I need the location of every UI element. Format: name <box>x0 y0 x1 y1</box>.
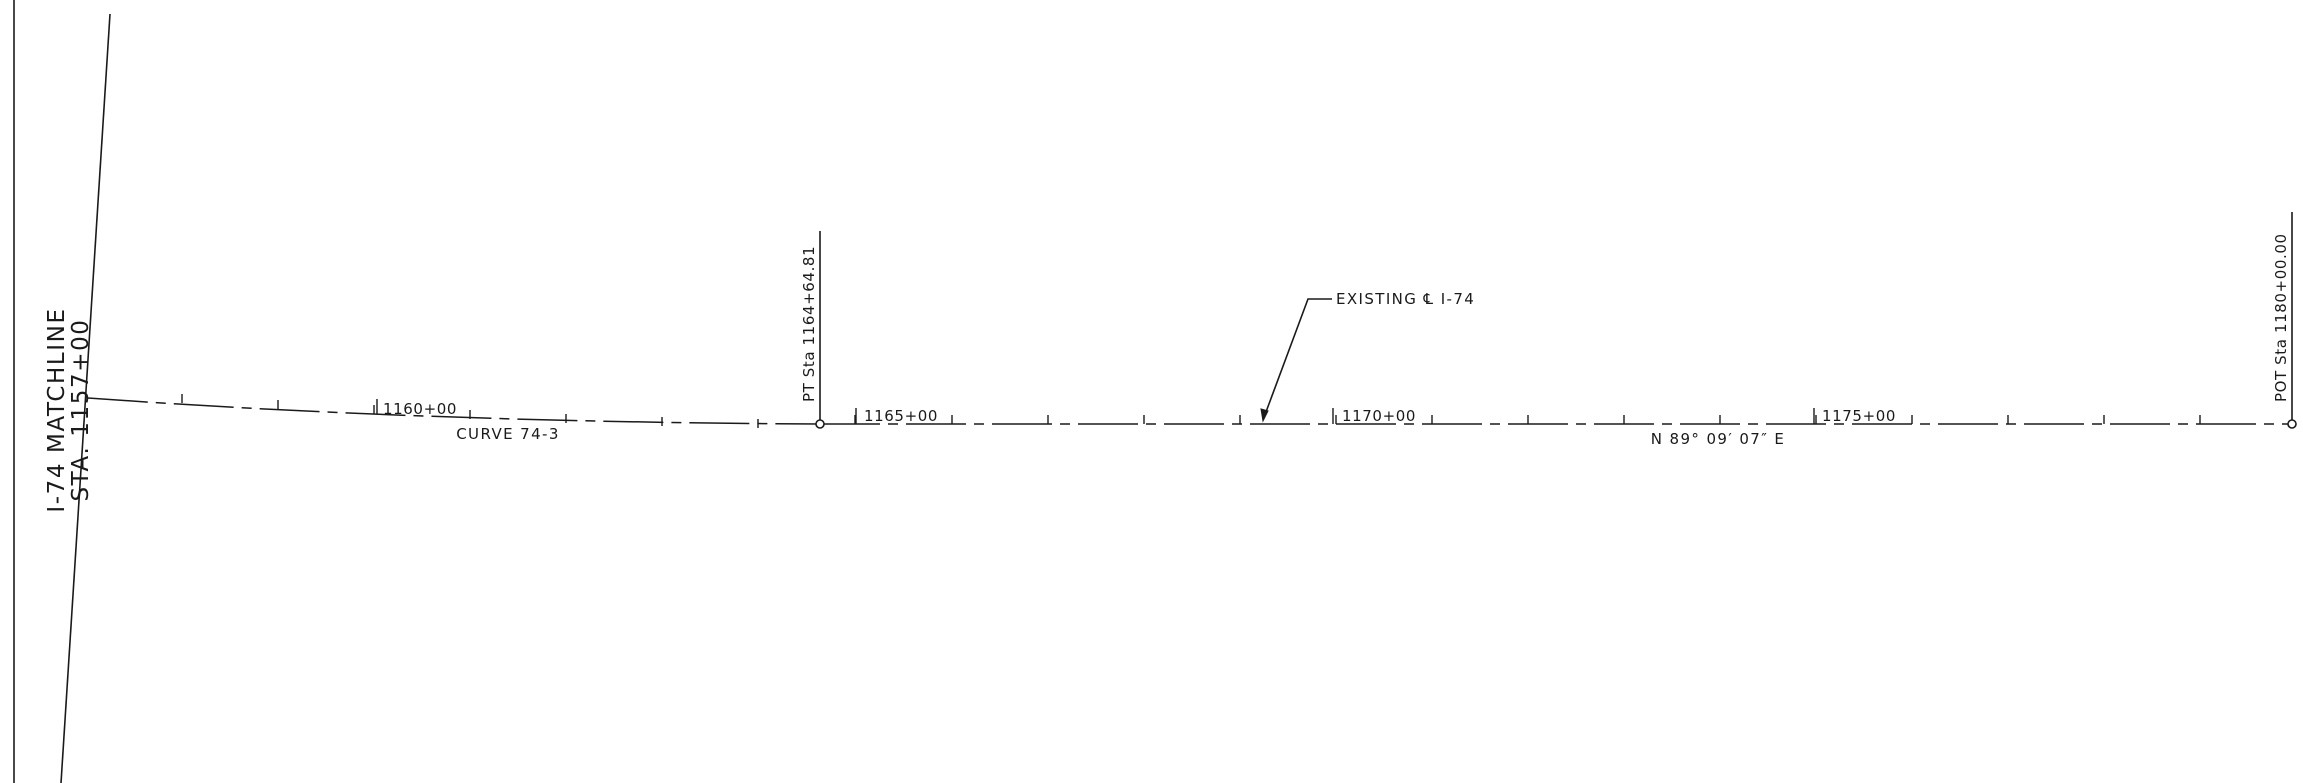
curve-station-ticks <box>181 394 759 428</box>
pt-station-label: PT Sta 1164+64.81 <box>800 246 818 402</box>
matchline-label-line2: STA. 1157+00 <box>68 318 94 501</box>
matchline <box>60 13 111 783</box>
matchline-label: I-74 MATCHLINE STA. 1157+00 <box>44 307 94 512</box>
leader-arrowhead <box>1260 408 1269 423</box>
existing-centerline-leader <box>1262 298 1332 421</box>
tangent-bearing-label: N 89° 09′ 07″ E <box>1651 430 1786 448</box>
station-label-1165: 1165+00 <box>864 407 938 425</box>
curve-74-3-centerline <box>87 397 821 425</box>
curve-label: CURVE 74-3 <box>456 425 560 443</box>
tangent-station-ticks <box>854 415 2201 424</box>
station-label-1175: 1175+00 <box>1822 407 1896 425</box>
pot-station-label: POT Sta 1180+00.00 <box>2272 233 2290 402</box>
existing-centerline-label: EXISTING ℄ I-74 <box>1336 290 1475 308</box>
matchline-label-line1: I-74 MATCHLINE <box>44 307 70 512</box>
pt-point-marker <box>815 419 825 429</box>
station-label-1170: 1170+00 <box>1342 407 1416 425</box>
pot-point-marker <box>2287 419 2297 429</box>
station-label-1160: 1160+00 <box>383 400 457 418</box>
